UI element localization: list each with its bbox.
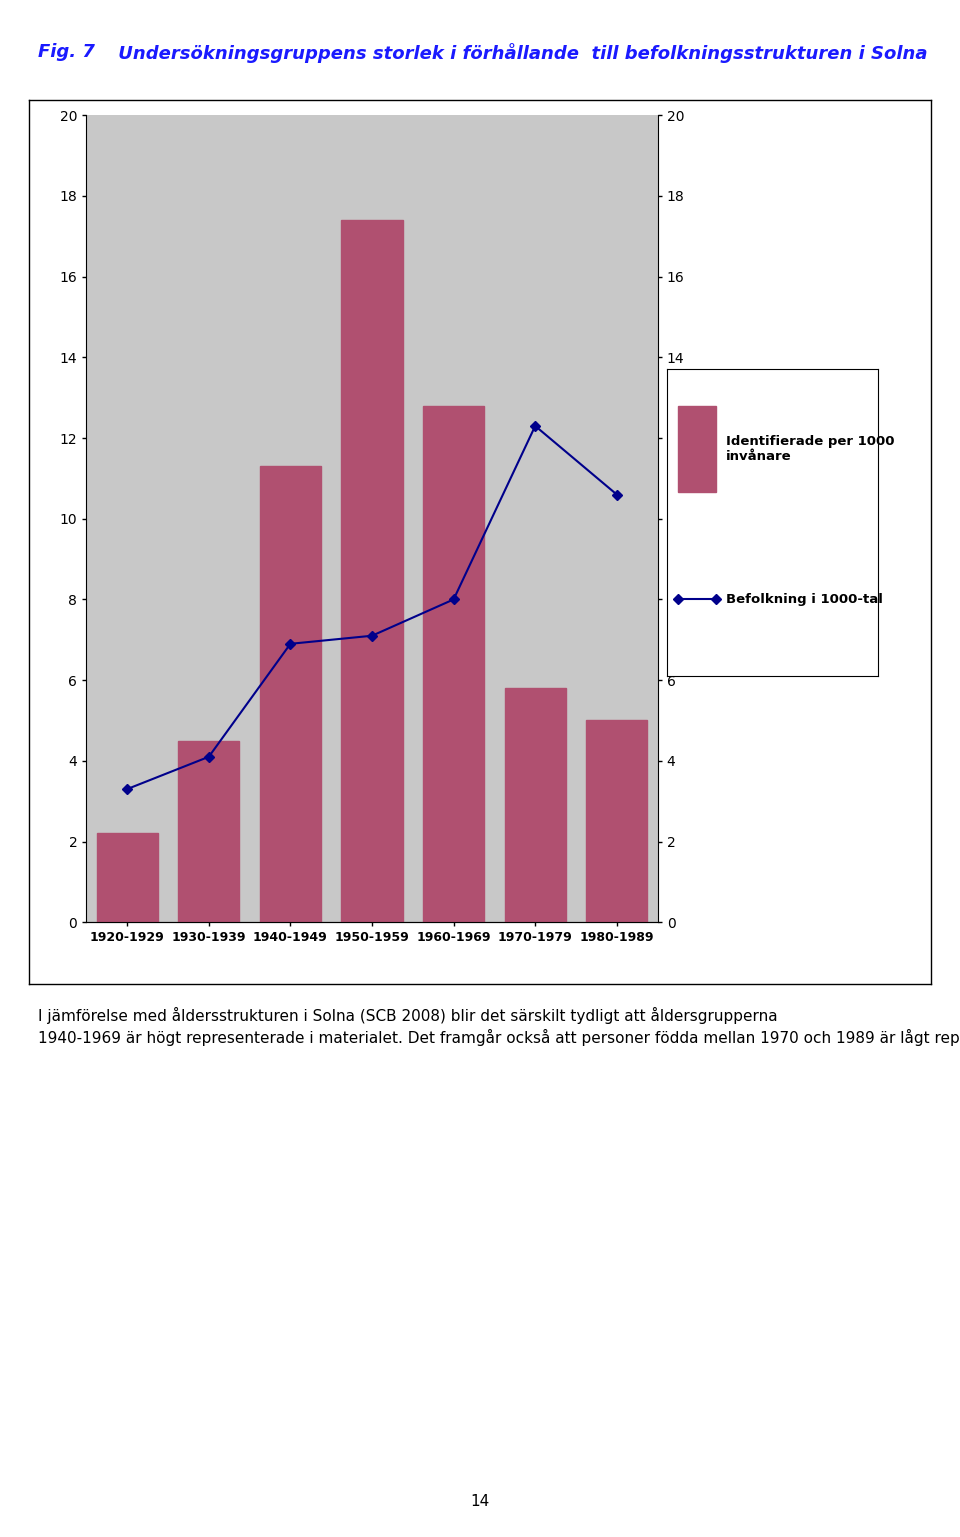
Text: 14: 14	[470, 1494, 490, 1509]
Bar	[342, 220, 402, 922]
Bar	[97, 833, 157, 922]
Bar	[179, 741, 239, 922]
FancyBboxPatch shape	[678, 406, 716, 492]
Text: Befolkning i 1000-tal: Befolkning i 1000-tal	[727, 593, 883, 606]
Text: Identifierade per 1000
invånare: Identifierade per 1000 invånare	[727, 435, 895, 463]
Text: Fig. 7: Fig. 7	[38, 43, 95, 61]
Bar	[423, 406, 484, 922]
Text: I jämförelse med åldersstrukturen i Solna (SCB 2008) blir det särskilt tydligt a: I jämförelse med åldersstrukturen i Soln…	[38, 1007, 960, 1047]
Bar	[260, 466, 321, 922]
Text: Undersökningsgruppens storlek i förhållande  till befolkningsstrukturen i Solna: Undersökningsgruppens storlek i förhålla…	[112, 43, 927, 63]
Bar	[505, 689, 565, 922]
Bar	[587, 721, 647, 922]
